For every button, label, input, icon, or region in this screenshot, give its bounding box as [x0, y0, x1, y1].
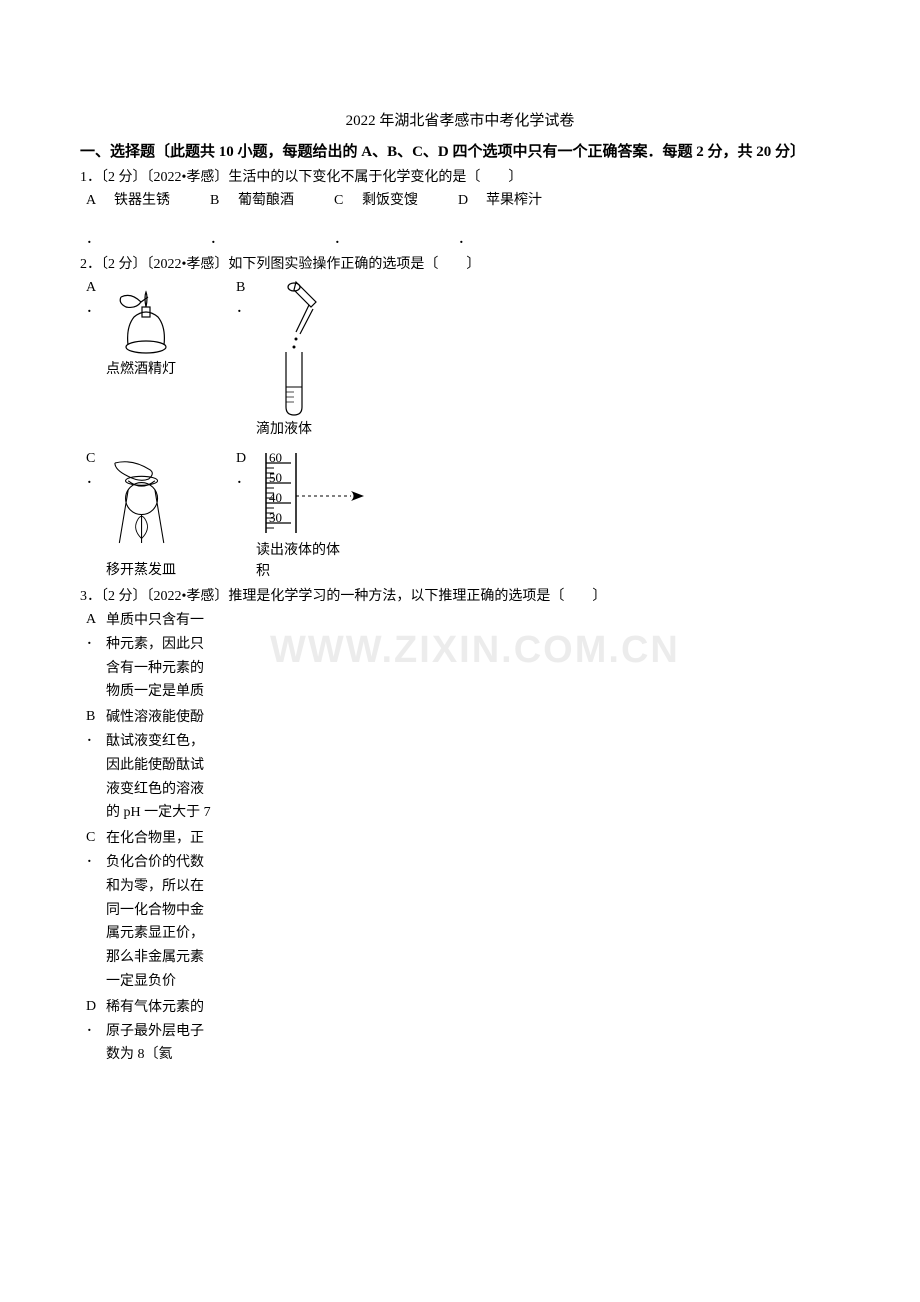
question-3-text: 3．〔2 分〕〔2022•孝感〕推理是化学学习的一种方法，以下推理正确的选项是〔…	[80, 586, 840, 607]
option-letter: B	[86, 706, 106, 727]
option-text: 苹果榨汁	[486, 190, 542, 250]
option-caption: 滴加液体	[256, 419, 312, 440]
option-dot: ．	[210, 229, 230, 250]
option-text: 碱性溶液能使酚酞试液变红色，因此能使酚酞试液变红色的溶液的 pH 一定大于 7	[106, 706, 216, 825]
option-dot: ．	[458, 229, 478, 250]
option-2d: D ． 60 50 40 30	[236, 448, 386, 582]
option-text: 葡萄酿酒	[238, 190, 294, 250]
evaporating-dish-icon	[106, 448, 186, 558]
option-2a: A ． 点燃酒精灯	[86, 277, 236, 440]
option-dot: ．	[86, 630, 106, 651]
option-1d: D ． 苹果榨汁	[458, 190, 542, 250]
option-caption: 点燃酒精灯	[106, 359, 176, 380]
option-dot: ．	[236, 298, 256, 319]
option-dot: ．	[334, 229, 354, 250]
question-3: 3．〔2 分〕〔2022•孝感〕推理是化学学习的一种方法，以下推理正确的选项是〔…	[80, 586, 840, 1067]
option-1a: A ． 铁器生锈	[86, 190, 170, 250]
question-1-options: A ． 铁器生锈 B ． 葡萄酿酒 C ． 剩饭变馊 D ． 苹果榨汁	[86, 190, 840, 250]
question-2: 2．〔2 分〕〔2022•孝感〕如下列图实验操作正确的选项是〔 〕 A ．	[80, 254, 840, 582]
option-letter: C	[334, 190, 354, 211]
option-dot: ．	[86, 469, 106, 490]
svg-text:60: 60	[269, 450, 282, 465]
option-text: 单质中只含有一种元素，因此只含有一种元素的物质一定是单质	[106, 609, 216, 704]
option-letter: A	[86, 277, 106, 298]
question-1-text: 1．〔2 分〕〔2022•孝感〕生活中的以下变化不属于化学变化的是〔 〕	[80, 167, 840, 188]
option-letter: C	[86, 448, 106, 469]
option-caption: 读出液体的体积	[256, 540, 346, 582]
question-3-options: A ． 单质中只含有一种元素，因此只含有一种元素的物质一定是单质 B ． 碱性溶…	[86, 609, 840, 1067]
graduated-cylinder-icon: 60 50 40 30	[256, 448, 376, 538]
option-3a: A ． 单质中只含有一种元素，因此只含有一种元素的物质一定是单质	[86, 609, 840, 704]
option-dot: ．	[86, 848, 106, 869]
option-1b: B ． 葡萄酿酒	[210, 190, 294, 250]
option-dot: ．	[86, 727, 106, 748]
option-dot: ．	[86, 298, 106, 319]
option-3b: B ． 碱性溶液能使酚酞试液变红色，因此能使酚酞试液变红色的溶液的 pH 一定大…	[86, 706, 840, 825]
option-letter: A	[86, 190, 106, 211]
option-letter: D	[236, 448, 256, 469]
option-letter: D	[458, 190, 478, 211]
question-2-text: 2．〔2 分〕〔2022•孝感〕如下列图实验操作正确的选项是〔 〕	[80, 254, 840, 275]
exam-title: 2022 年湖北省孝感市中考化学试卷	[80, 110, 840, 133]
option-caption: 移开蒸发皿	[106, 560, 176, 581]
option-letter: D	[86, 996, 106, 1017]
option-text: 稀有气体元素的原子最外层电子数为 8〔氦	[106, 996, 216, 1067]
option-3c: C ． 在化合物里，正负化合价的代数和为零，所以在同一化合物中金属元素显正价，那…	[86, 827, 840, 994]
option-1c: C ． 剩饭变馊	[334, 190, 418, 250]
option-letter: B	[236, 277, 256, 298]
question-1: 1．〔2 分〕〔2022•孝感〕生活中的以下变化不属于化学变化的是〔 〕 A ．…	[80, 167, 840, 250]
dropper-tube-icon	[256, 277, 336, 417]
option-text: 剩饭变馊	[362, 190, 418, 250]
option-3d: D ． 稀有气体元素的原子最外层电子数为 8〔氦	[86, 996, 840, 1067]
section-header: 一、选择题〔此题共 10 小题，每题给出的 A、B、C、D 四个选项中只有一个正…	[80, 141, 840, 164]
option-text: 在化合物里，正负化合价的代数和为零，所以在同一化合物中金属元素显正价，那么非金属…	[106, 827, 216, 994]
option-text: 铁器生锈	[114, 190, 170, 250]
alcohol-lamp-icon	[106, 277, 186, 357]
option-2b: B ．	[236, 277, 386, 440]
option-dot: ．	[86, 1017, 106, 1038]
option-dot: ．	[236, 469, 256, 490]
option-letter: A	[86, 609, 106, 630]
option-letter: C	[86, 827, 106, 848]
question-2-options: A ． 点燃酒精灯 B	[86, 277, 840, 582]
option-letter: B	[210, 190, 230, 211]
option-dot: ．	[86, 229, 106, 250]
option-2c: C ． 移开蒸发皿	[86, 448, 236, 582]
